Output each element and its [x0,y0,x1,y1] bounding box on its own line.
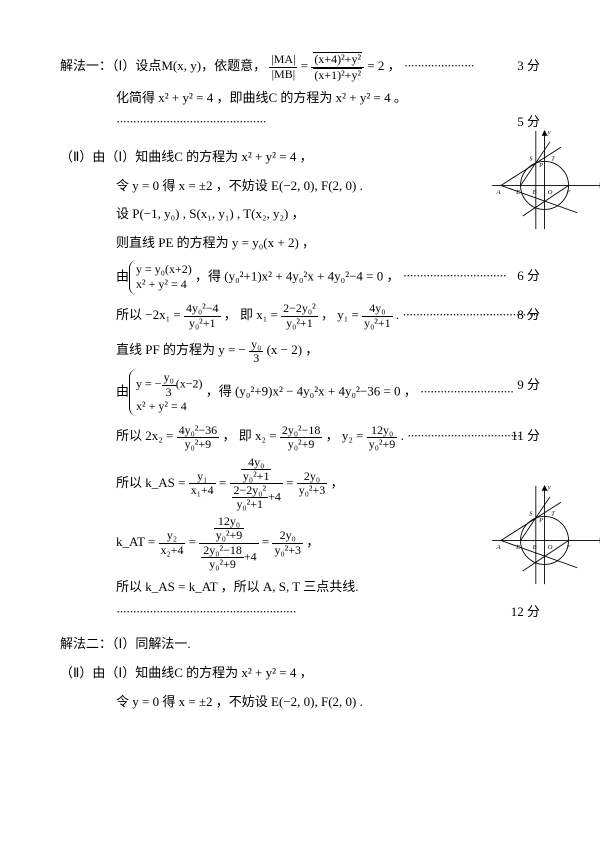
kat-line: k_AT = y₂x₂+4 = 12y₀y₀²+9 2y₀²−18y₀²+9+4… [60,515,540,571]
so-x2: 所以 2x₂ = 4y₀²−36y₀²+9 ， 即 x₂ = 2y₀²−18y₀… [60,420,540,451]
svg-text:F: F [565,544,571,551]
svg-text:y: y [547,484,551,491]
so-x1: 所以 −2x₁ = 4y₀²−4y₀²+1 ， 即 x₁ = 2−2y₀²y₀²… [60,299,540,330]
let-y-line: 令 y = 0 得 x = ±2 ，不妨设 E(−2, 0), F(2, 0) … [60,174,540,199]
svg-text:T: T [551,155,556,162]
line-pf: 直线 PF 的方程为 y = − y₀3 (x − 2) ， [60,334,540,365]
svg-text:O: O [548,544,553,551]
axis-y-label: y [547,129,551,136]
line-pe: 则直线 PE 的方程为 y = y₀(x + 2) ， [60,231,540,256]
kas-line: 所以 k_AS = y₁x₁+4 = 4y₀y₀²+1 2−2y₀²y₀²+1+… [60,456,540,512]
system-1: 由y = y₀(x+2)x² + y² = 4 ，得 (y₀²+1)x² + 4… [60,260,540,295]
svg-text:T: T [551,510,556,517]
method2-let-y: 令 y = 0 得 x = ±2 ，不妨设 E(−2, 0), F(2, 0) … [60,690,540,715]
svg-text:F: F [565,189,571,196]
system-2: 由 y = −y₀3(x−2) x² + y² = 4 ，得 (y₀²+9)x²… [60,369,540,416]
method2-part2-curve: （Ⅱ）由（Ⅰ）知曲线C 的方程为 x² + y² = 4 ， [60,661,540,686]
method2-part1: 解法二：（Ⅰ）同解法一. [60,632,540,657]
part2-curve: （Ⅱ）由（Ⅰ）知曲线C 的方程为 x² + y² = 4 ， [60,145,540,170]
simplify-line: 化简得 x² + y² = 4 ，即曲线C 的方程为 x² + y² = 4 。… [60,86,540,135]
svg-text:O: O [548,189,553,196]
method1-part1: 解法一：（Ⅰ）设点M(x, y)，依题意， |MA||MB| = (x+4)²+… [60,50,540,82]
set-p-line: 设 P(−1, y₀) , S(x₁, y₁) , T(x₂, y₂) ， [60,202,540,227]
conclude-line: 所以 k_AS = k_AT ，所以 A, S, T 三点共线. ·······… [60,575,540,624]
